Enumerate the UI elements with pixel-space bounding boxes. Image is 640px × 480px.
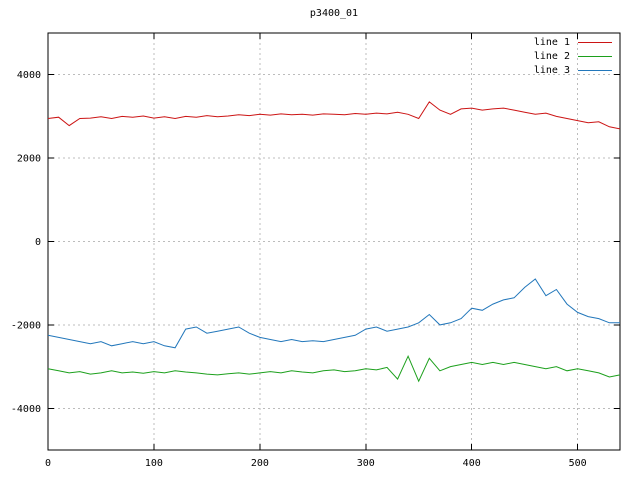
x-tick-label: 400 [463,458,481,469]
x-tick-label: 0 [45,458,51,469]
x-tick-label: 500 [569,458,587,469]
x-tick-label: 300 [357,458,375,469]
legend-label: line 3 [533,65,570,76]
y-tick-label: 4000 [17,70,41,81]
series-line-1 [47,101,621,130]
legend-item: line 3 [534,65,612,76]
x-tick-label: 200 [251,458,269,469]
y-tick-label: 2000 [17,154,41,165]
y-tick-label: -2000 [11,320,41,331]
series-line-2 [47,354,621,383]
legend-line-sample [578,70,612,71]
chart-title: p3400_01 [309,8,359,19]
legend-item: line 2 [534,51,612,62]
y-tick-label: -4000 [11,404,41,415]
legend: line 1 line 2 line 3 [534,37,612,76]
legend-item: line 1 [534,37,612,48]
legend-line-sample [578,56,612,57]
series-line-3 [47,278,620,349]
legend-line-sample [578,42,612,43]
legend-label: line 2 [533,51,570,62]
y-tick-label: 0 [35,237,41,248]
x-tick-label: 100 [145,458,163,469]
legend-label: line 1 [533,37,570,48]
